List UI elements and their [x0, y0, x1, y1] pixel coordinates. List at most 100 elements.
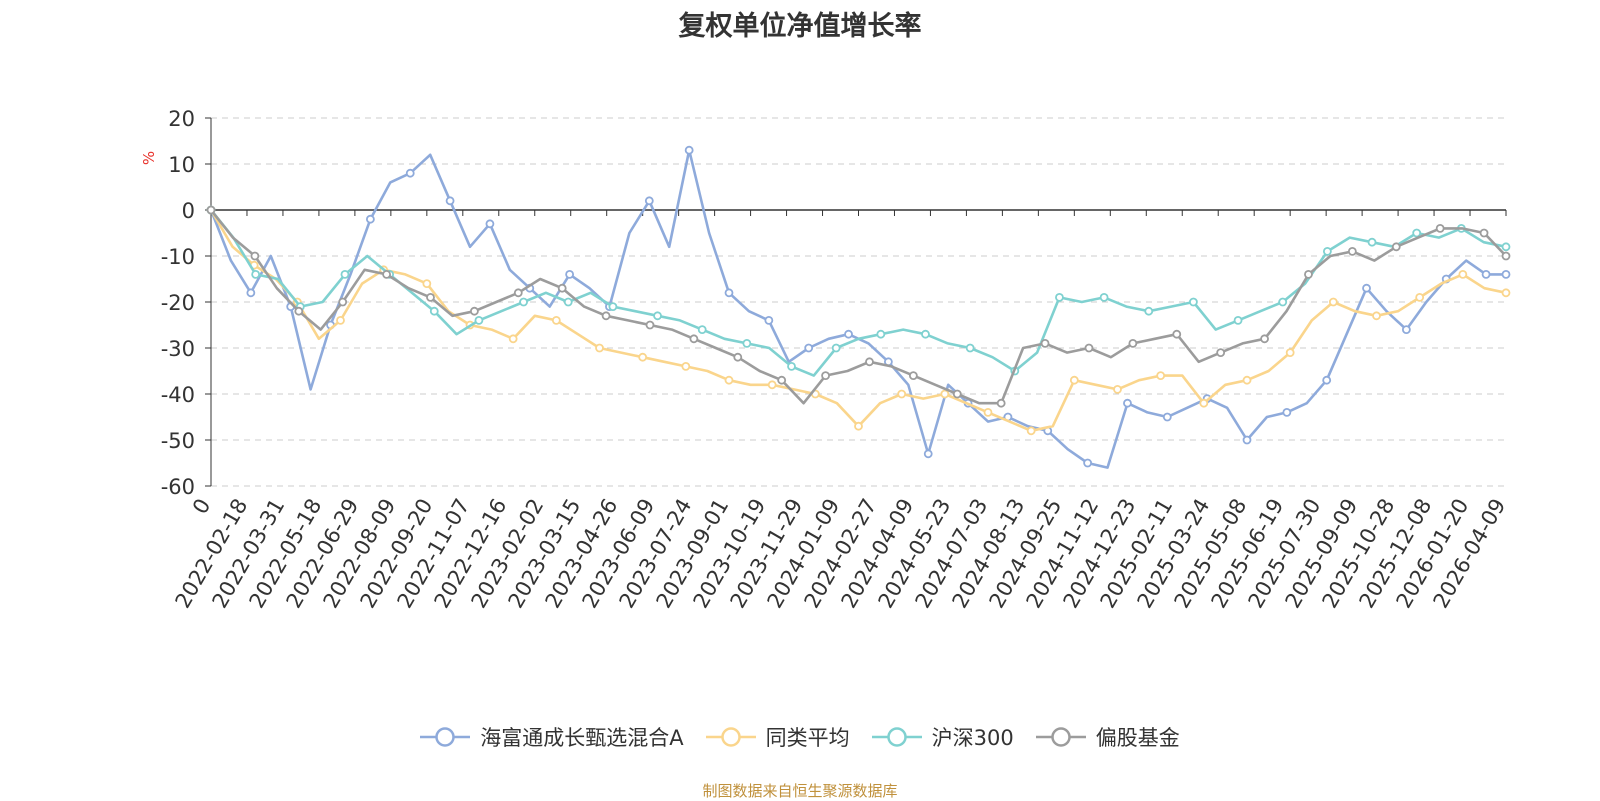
series-point-2: [429, 306, 439, 316]
series-point-3: [689, 334, 699, 344]
series-point-0: [1362, 283, 1371, 293]
series-point-1: [638, 352, 648, 362]
series-point-0: [684, 145, 694, 155]
series-point-2: [742, 338, 752, 348]
y-tick-label: -50: [161, 429, 195, 453]
series-point-2: [1055, 292, 1064, 302]
series-point-0: [724, 288, 734, 298]
series-point-0: [764, 315, 774, 325]
series-line-3: [209, 209, 1507, 405]
series-point-3: [777, 375, 787, 385]
series-point-3: [952, 389, 962, 399]
legend-label: 沪深300: [931, 726, 1014, 750]
legend-marker-icon: [1035, 727, 1086, 747]
series-point-1: [983, 407, 993, 417]
series-point-1: [1285, 348, 1295, 358]
series-point-3: [1040, 338, 1050, 348]
series-point-3: [1501, 251, 1511, 261]
series-point-0: [1123, 398, 1132, 408]
series-point-1: [508, 334, 518, 344]
series-point-2: [474, 315, 484, 325]
series-point-0: [1501, 269, 1511, 279]
series-point-3: [250, 251, 260, 261]
series-point-2: [965, 343, 975, 353]
series-point-3: [469, 306, 479, 316]
series-point-2: [1278, 297, 1288, 307]
series-point-3: [1260, 334, 1269, 344]
series-point-3: [1172, 329, 1182, 339]
series-point-1: [854, 421, 863, 431]
y-tick-label: -10: [161, 245, 195, 269]
y-tick-label: -60: [161, 475, 195, 499]
series-point-1: [1069, 375, 1079, 385]
series-point-1: [336, 315, 345, 325]
series-point-1: [724, 375, 734, 385]
legend-item-2[interactable]: 沪深300: [871, 722, 1014, 752]
y-tick-label: -30: [161, 337, 195, 361]
series-point-1: [1113, 384, 1122, 394]
series-point-3: [1084, 343, 1094, 353]
series-point-2: [831, 343, 841, 353]
x-tick-label: 0: [188, 495, 215, 519]
series-point-2: [608, 302, 618, 312]
series-point-2: [251, 269, 261, 279]
series-point-3: [1391, 242, 1401, 252]
series-point-1: [595, 343, 604, 353]
legend-item-0[interactable]: 海富通成长甄选混合A: [420, 722, 684, 752]
series-point-0: [804, 343, 814, 353]
series-point-3: [865, 357, 874, 367]
series-point-2: [1322, 246, 1332, 256]
series-point-1: [897, 389, 907, 399]
series-point-0: [1282, 407, 1292, 417]
legend-marker-icon: [705, 727, 756, 747]
legend-item-3[interactable]: 偏股基金: [1035, 722, 1180, 752]
legend-label: 偏股基金: [1095, 726, 1180, 750]
series-point-1: [1415, 292, 1425, 302]
series-point-2: [921, 329, 930, 339]
series-point-0: [485, 219, 495, 229]
series-point-2: [563, 297, 573, 307]
series-point-1: [1026, 426, 1036, 436]
series-point-3: [557, 283, 567, 293]
series-point-3: [821, 371, 830, 381]
series-line-2: [209, 209, 1507, 377]
series-point-3: [1435, 223, 1445, 233]
series-point-3: [996, 398, 1006, 408]
series-point-0: [445, 196, 455, 206]
chart-title: 复权单位净值增长率: [678, 11, 922, 42]
series-point-1: [1199, 398, 1209, 408]
series-point-3: [601, 311, 611, 321]
series-point-2: [787, 361, 796, 371]
series-point-1: [422, 279, 432, 289]
series-point-3: [426, 292, 435, 302]
series-point-1: [681, 361, 691, 371]
series-point-3: [733, 352, 743, 362]
series-point-1: [551, 315, 561, 325]
series-point-1: [767, 380, 777, 390]
series-point-1: [1328, 297, 1338, 307]
series-point-3: [1479, 228, 1489, 238]
legend: 海富通成长甄选混合A 同类平均 沪深300 偏股基金: [0, 722, 1600, 752]
series-point-3: [1347, 246, 1357, 256]
series-point-0: [1322, 375, 1332, 385]
y-axis-label: %: [140, 151, 158, 165]
series-point-2: [519, 297, 528, 307]
series-point-0: [365, 214, 375, 224]
series-point-3: [1216, 348, 1226, 358]
series-point-2: [1189, 297, 1198, 307]
series-line-0: [209, 148, 1506, 469]
series-point-0: [1481, 269, 1491, 279]
series-point-3: [645, 320, 655, 330]
y-tick-label: 20: [168, 107, 195, 131]
series-point-3: [1304, 269, 1313, 279]
legend-label: 同类平均: [765, 726, 850, 750]
legend-label: 海富通成长甄选混合A: [480, 726, 684, 750]
series-point-3: [1128, 338, 1138, 348]
series-point-2: [1144, 306, 1154, 316]
series-point-2: [340, 269, 350, 279]
series-point-3: [206, 205, 216, 215]
legend-item-1[interactable]: 同类平均: [705, 722, 850, 752]
series-point-2: [1233, 315, 1243, 325]
series-point-1: [1242, 375, 1252, 385]
